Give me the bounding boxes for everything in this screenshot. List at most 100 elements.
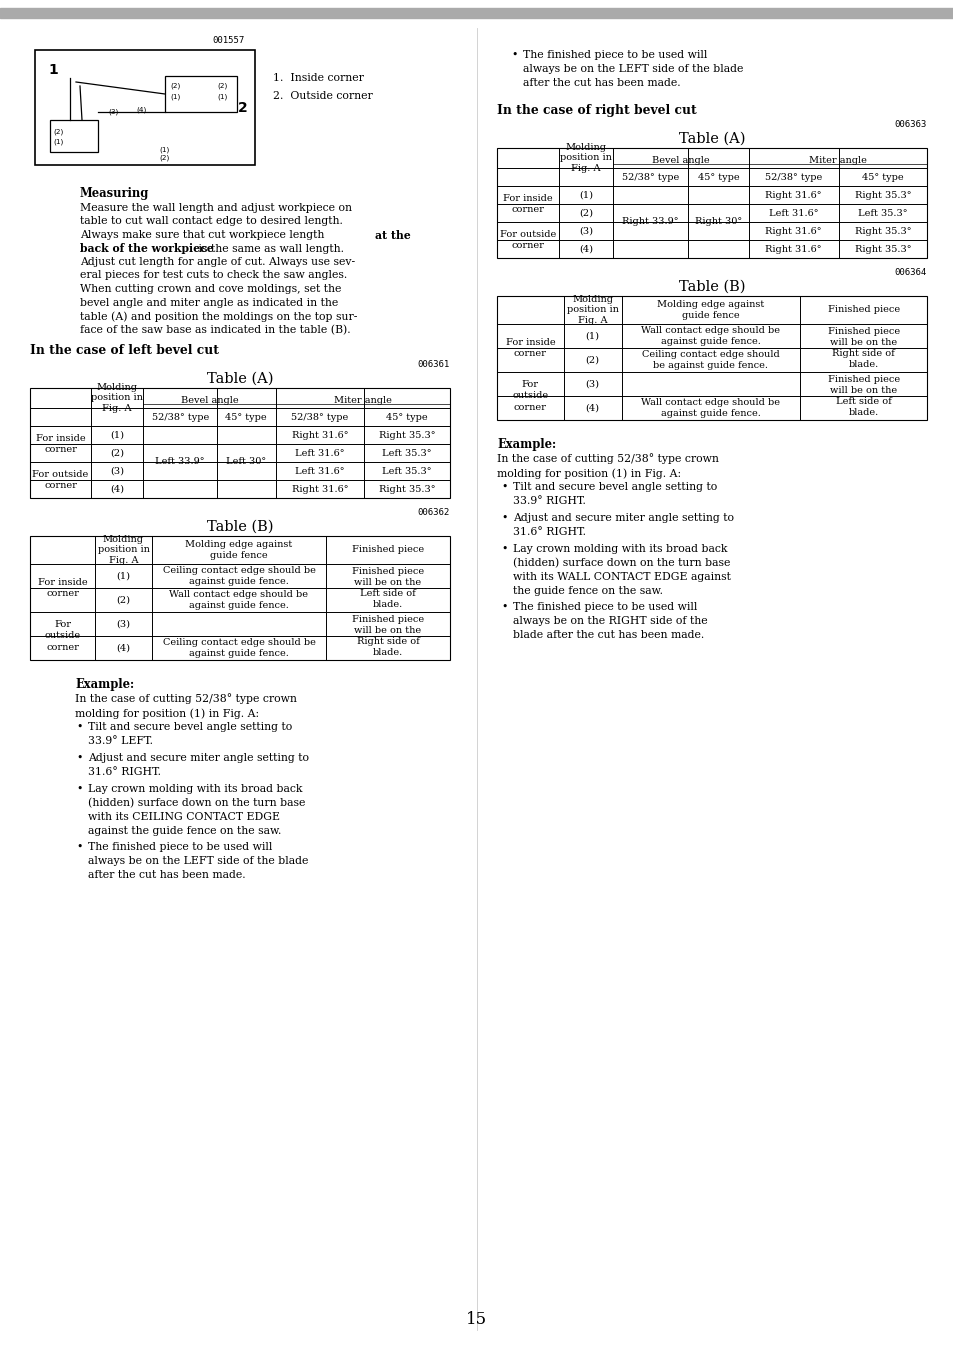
Text: (2): (2) — [116, 595, 131, 604]
Bar — [50, 120, 98, 151]
Text: Finished piece
will be on the
Left side of
blade.: Finished piece will be on the Left side … — [352, 566, 424, 610]
Text: 006361: 006361 — [417, 360, 450, 369]
Text: 52/38° type: 52/38° type — [621, 173, 679, 181]
Text: Measure the wall length and adjust workpiece on: Measure the wall length and adjust workp… — [80, 203, 352, 214]
Text: (3): (3) — [110, 466, 124, 476]
Text: (1): (1) — [116, 572, 131, 580]
Text: Left 35.3°: Left 35.3° — [382, 449, 432, 457]
Text: (1): (1) — [110, 430, 124, 439]
Text: For inside
corner: For inside corner — [38, 577, 88, 598]
Text: •: • — [77, 842, 83, 852]
Text: Left 31.6°: Left 31.6° — [768, 208, 818, 218]
Text: For
outside
corner: For outside corner — [512, 380, 548, 411]
Text: •: • — [501, 483, 508, 492]
Text: (3): (3) — [578, 227, 593, 235]
Text: (2): (2) — [160, 154, 170, 161]
Text: Adjust and secure miter angle setting to
31.6° RIGHT.: Adjust and secure miter angle setting to… — [513, 512, 733, 537]
Text: 52/38° type: 52/38° type — [152, 412, 209, 422]
Text: Molding
position in
Fig. A: Molding position in Fig. A — [559, 143, 612, 173]
Text: Left 30°: Left 30° — [226, 457, 266, 466]
Text: Molding
position in
Fig. A: Molding position in Fig. A — [91, 383, 143, 414]
Text: In the case of left bevel cut: In the case of left bevel cut — [30, 343, 219, 357]
Text: For inside
corner: For inside corner — [35, 434, 85, 454]
Text: Table (A): Table (A) — [678, 132, 744, 146]
Text: Molding edge against
guide fence: Molding edge against guide fence — [657, 300, 763, 320]
Text: (1): (1) — [160, 147, 170, 153]
Text: 1: 1 — [48, 64, 58, 77]
Text: In the case of cutting 52/38° type crown
molding for position (1) in Fig. A:: In the case of cutting 52/38° type crown… — [75, 694, 296, 719]
Text: Right 33.9°: Right 33.9° — [621, 218, 679, 227]
Text: For inside
corner: For inside corner — [505, 338, 555, 358]
Text: Right 35.3°: Right 35.3° — [378, 430, 435, 439]
Text: Right 31.6°: Right 31.6° — [764, 191, 821, 200]
Text: 006362: 006362 — [417, 508, 450, 516]
Text: bevel angle and miter angle as indicated in the: bevel angle and miter angle as indicated… — [80, 297, 338, 307]
Text: Molding
position in
Fig. A: Molding position in Fig. A — [97, 535, 150, 565]
Text: 45° type: 45° type — [862, 173, 902, 181]
Text: Wall contact edge should be
against guide fence.: Wall contact edge should be against guid… — [170, 589, 308, 610]
Text: Right 35.3°: Right 35.3° — [854, 245, 910, 254]
Text: (2): (2) — [53, 128, 63, 135]
Text: Tilt and secure bevel angle setting to
33.9° RIGHT.: Tilt and secure bevel angle setting to 3… — [513, 483, 717, 506]
Text: at the: at the — [375, 230, 411, 241]
Text: •: • — [77, 722, 83, 731]
Text: Ceiling contact edge should be
against guide fence.: Ceiling contact edge should be against g… — [162, 566, 315, 585]
Text: Ceiling contact edge should be
against guide fence.: Ceiling contact edge should be against g… — [162, 638, 315, 658]
Text: Table (A): Table (A) — [207, 372, 273, 387]
Text: Adjust and secure miter angle setting to
31.6° RIGHT.: Adjust and secure miter angle setting to… — [88, 753, 309, 777]
Text: (1): (1) — [578, 191, 593, 200]
Text: In the case of right bevel cut: In the case of right bevel cut — [497, 104, 696, 118]
Text: 006363: 006363 — [894, 120, 926, 128]
Text: (1): (1) — [170, 93, 180, 100]
Text: Measuring: Measuring — [80, 187, 150, 200]
Text: Example:: Example: — [75, 677, 134, 691]
Text: (2): (2) — [578, 208, 593, 218]
Text: (3): (3) — [116, 619, 131, 629]
Text: Tilt and secure bevel angle setting to
33.9° LEFT.: Tilt and secure bevel angle setting to 3… — [88, 722, 292, 746]
Text: 2.  Outside corner: 2. Outside corner — [273, 91, 373, 101]
Text: For outside
corner: For outside corner — [499, 230, 556, 250]
Text: For inside
corner: For inside corner — [503, 193, 553, 214]
Text: Molding
position in
Fig. A: Molding position in Fig. A — [566, 295, 618, 326]
Text: •: • — [501, 544, 508, 554]
Text: table to cut wall contact edge to desired length.: table to cut wall contact edge to desire… — [80, 216, 342, 227]
Text: •: • — [501, 512, 508, 523]
Text: is the same as wall length.: is the same as wall length. — [194, 243, 344, 254]
Text: 45° type: 45° type — [697, 173, 739, 181]
Text: In the case of cutting 52/38° type crown
molding for position (1) in Fig. A:: In the case of cutting 52/38° type crown… — [497, 453, 719, 479]
Text: Miter angle: Miter angle — [808, 155, 866, 165]
Text: Lay crown molding with its broad back
(hidden) surface down on the turn base
wit: Lay crown molding with its broad back (h… — [88, 784, 305, 837]
Bar — [30, 388, 450, 498]
Text: Finished piece: Finished piece — [826, 306, 899, 315]
Text: Bevel angle: Bevel angle — [651, 155, 709, 165]
Text: 006364: 006364 — [894, 268, 926, 277]
Text: eral pieces for test cuts to check the saw angles.: eral pieces for test cuts to check the s… — [80, 270, 347, 280]
Text: •: • — [511, 50, 517, 59]
Text: Adjust cut length for angle of cut. Always use sev-: Adjust cut length for angle of cut. Alwa… — [80, 257, 355, 266]
Text: 001557: 001557 — [213, 37, 245, 45]
Bar — [497, 147, 926, 258]
Text: (2): (2) — [170, 82, 180, 89]
Text: Example:: Example: — [497, 438, 556, 452]
Text: (4): (4) — [110, 484, 124, 493]
Text: The finished piece to be used will
always be on the LEFT side of the blade
after: The finished piece to be used will alway… — [522, 50, 742, 88]
Text: 2: 2 — [238, 101, 248, 115]
Text: Right 30°: Right 30° — [694, 218, 741, 227]
Text: Molding edge against
guide fence: Molding edge against guide fence — [185, 539, 293, 560]
Text: Finished piece
will be on the
Right side of
blade.: Finished piece will be on the Right side… — [826, 327, 899, 369]
Text: Always make sure that cut workpiece length: Always make sure that cut workpiece leng… — [80, 230, 328, 241]
Text: table (A) and position the moldings on the top sur-: table (A) and position the moldings on t… — [80, 311, 357, 322]
Text: 45° type: 45° type — [225, 412, 267, 422]
Text: •: • — [77, 784, 83, 794]
Text: (2): (2) — [585, 356, 599, 365]
Bar — [30, 535, 450, 660]
Text: When cutting crown and cove moldings, set the: When cutting crown and cove moldings, se… — [80, 284, 341, 293]
Text: Lay crown molding with its broad back
(hidden) surface down on the turn base
wit: Lay crown molding with its broad back (h… — [513, 544, 730, 596]
Text: 52/38° type: 52/38° type — [291, 412, 348, 422]
Text: Table (B): Table (B) — [678, 280, 744, 293]
Text: (4): (4) — [116, 644, 131, 653]
Text: •: • — [501, 602, 508, 612]
Text: Table (B): Table (B) — [207, 521, 273, 534]
Text: Finished piece
will be on the
Left side of
blade.: Finished piece will be on the Left side … — [826, 375, 899, 418]
Text: Wall contact edge should be
against guide fence.: Wall contact edge should be against guid… — [640, 397, 780, 418]
